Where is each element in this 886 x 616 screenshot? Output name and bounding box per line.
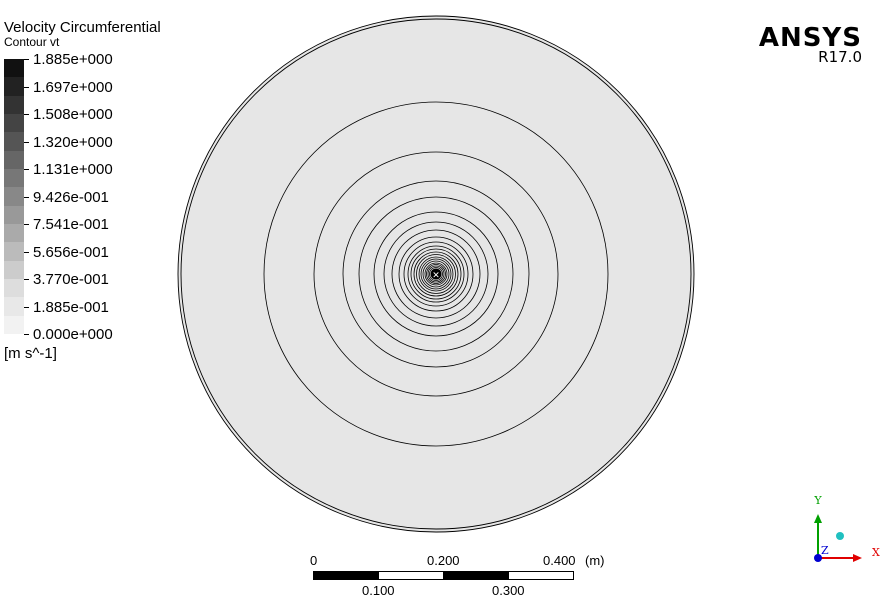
legend-title: Velocity Circumferential bbox=[4, 19, 161, 36]
scale-segment-1 bbox=[313, 571, 379, 580]
legend-swatch bbox=[4, 77, 24, 97]
legend-label: 1.131e+000 bbox=[33, 161, 113, 178]
z-axis-dot bbox=[814, 554, 822, 562]
color-legend-bar bbox=[4, 59, 24, 335]
contour-line bbox=[427, 265, 445, 283]
legend-tick bbox=[24, 334, 29, 335]
legend-tick bbox=[24, 59, 29, 60]
legend-swatch bbox=[4, 169, 24, 188]
legend-label: 9.426e-001 bbox=[33, 188, 109, 206]
contour-line bbox=[403, 241, 469, 307]
scale-segment-3 bbox=[443, 571, 509, 580]
center-marker: ✕ bbox=[432, 270, 440, 280]
legend-label: 3.770e-001 bbox=[33, 271, 109, 288]
legend-swatch bbox=[4, 260, 24, 280]
y-axis-label: Y bbox=[813, 494, 822, 507]
legend-swatch bbox=[4, 95, 24, 115]
legend-units: [m s^-1] bbox=[4, 345, 57, 362]
contour-line bbox=[398, 236, 474, 312]
legend-tick bbox=[24, 279, 29, 280]
contour-line bbox=[420, 258, 452, 290]
contour-line bbox=[424, 262, 448, 286]
z-axis-label: Z bbox=[821, 544, 829, 557]
legend-label: 1.885e-001 bbox=[33, 298, 109, 316]
contour-line bbox=[358, 196, 514, 352]
contour-line bbox=[263, 101, 609, 447]
legend-swatch bbox=[4, 59, 24, 78]
legend-swatch bbox=[4, 315, 24, 335]
legend-label: 0.000e+000 bbox=[33, 326, 113, 343]
legend-swatch bbox=[4, 242, 24, 262]
rotation-center-icon bbox=[836, 532, 844, 540]
contour-line bbox=[429, 267, 443, 281]
legend-tick bbox=[24, 224, 29, 225]
brand-name: ANSYS bbox=[758, 23, 862, 53]
contour-line bbox=[342, 180, 530, 368]
legend-label: 1.885e+000 bbox=[33, 51, 113, 68]
legend-swatch bbox=[4, 187, 24, 207]
scale-segment-2 bbox=[378, 571, 444, 580]
legend-tick bbox=[24, 196, 29, 198]
scale-segment-4 bbox=[508, 571, 574, 580]
legend-tick bbox=[24, 251, 29, 253]
ansys-logo: ANSYS R17.0 bbox=[759, 24, 862, 65]
contour-line bbox=[410, 248, 462, 300]
contour-line bbox=[383, 221, 489, 327]
legend-label: 1.697e+000 bbox=[33, 78, 113, 96]
contour-line bbox=[391, 229, 481, 319]
legend-tick bbox=[24, 306, 29, 308]
x-axis-label: X bbox=[872, 546, 880, 559]
scale-label-0: 0 bbox=[310, 553, 318, 568]
legend-label: 7.541e-001 bbox=[33, 216, 109, 233]
legend-tick bbox=[24, 114, 29, 115]
contour-line bbox=[407, 245, 465, 303]
legend-variable: Contour vt bbox=[4, 35, 60, 49]
contour-line bbox=[413, 251, 459, 297]
legend-tick bbox=[24, 86, 29, 88]
legend-swatch bbox=[4, 279, 24, 298]
legend-label: 5.656e-001 bbox=[33, 243, 109, 261]
scale-unit: (m) bbox=[585, 553, 605, 568]
legend-swatch bbox=[4, 224, 24, 243]
scale-label-0-300: 0.300 bbox=[492, 583, 525, 598]
brand-version: R17.0 bbox=[818, 48, 862, 66]
scale-label-0-400: 0.400 bbox=[543, 553, 576, 568]
contour-line bbox=[418, 256, 454, 292]
legend-swatch bbox=[4, 297, 24, 317]
scale-label-0-100: 0.100 bbox=[362, 583, 395, 598]
contour-line bbox=[426, 264, 446, 284]
legend-label: 1.508e+000 bbox=[33, 106, 113, 123]
scale-label-0-200: 0.200 bbox=[427, 553, 460, 568]
contour-line bbox=[373, 211, 499, 337]
legend-swatch bbox=[4, 114, 24, 133]
x-axis-arrow bbox=[853, 554, 862, 562]
contour-line bbox=[416, 254, 456, 294]
legend-swatch bbox=[4, 205, 24, 225]
vortex-core bbox=[430, 268, 442, 280]
legend-swatch bbox=[4, 132, 24, 152]
legend-swatch bbox=[4, 150, 24, 170]
axis-triad[interactable]: Y X Z bbox=[800, 490, 886, 570]
contour-line bbox=[422, 260, 450, 288]
legend-tick bbox=[24, 169, 29, 170]
contour-line bbox=[313, 151, 559, 397]
legend-tick bbox=[24, 141, 29, 143]
legend-label: 1.320e+000 bbox=[33, 133, 113, 151]
y-axis-arrow bbox=[814, 514, 822, 523]
